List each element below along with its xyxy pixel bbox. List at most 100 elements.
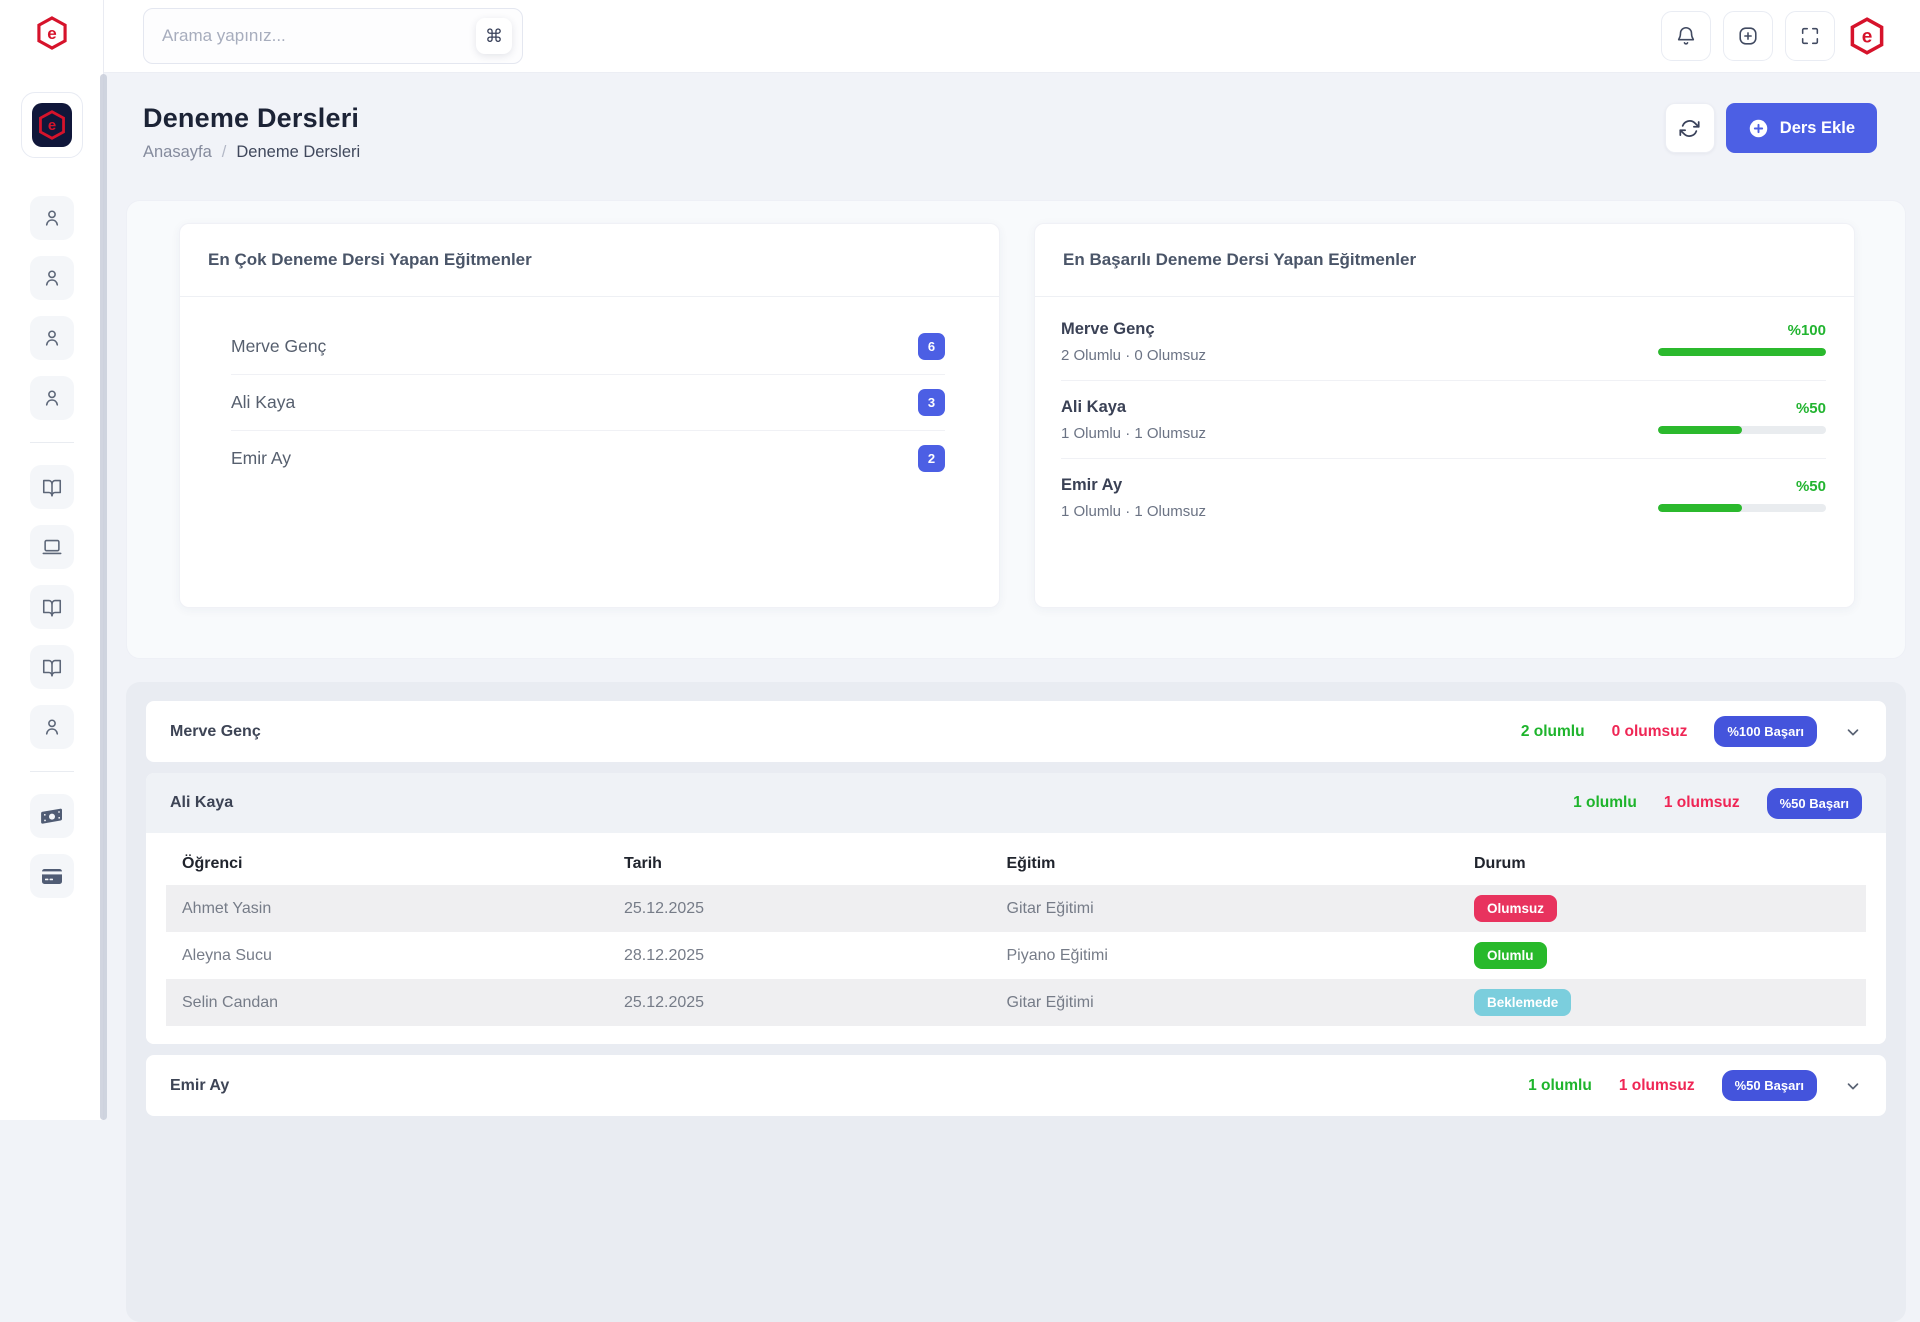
instructor-name: Ali Kaya	[170, 794, 234, 811]
accordion-item-ali: Ali Kaya 1 olumlu 1 olumsuz %50 Başarı Ö…	[146, 773, 1886, 1044]
page-header: Deneme Dersleri Anasayfa / Deneme Dersle…	[143, 103, 1877, 162]
bell-icon	[1677, 27, 1695, 45]
header-actions: Ders Ekle	[1664, 103, 1877, 153]
instructors-accordion: Merve Genç 2 olumlu 0 olumsuz %100 Başar…	[126, 682, 1906, 1322]
student-cell: Selin Candan	[182, 993, 279, 1011]
table-row[interactable]: Aleyna Sucu 28.12.2025 Piyano Eğitimi Ol…	[166, 932, 1866, 979]
instructor-name: Merve Genç	[170, 722, 261, 740]
chevron-down-icon[interactable]	[1844, 723, 1862, 741]
breadcrumb-separator: /	[221, 143, 227, 161]
sidebar-divider	[29, 771, 74, 772]
user-avatar[interactable]: e	[1847, 16, 1887, 56]
sidebar-item-billing[interactable]	[29, 854, 74, 898]
chevron-down-icon[interactable]	[1844, 1077, 1862, 1095]
sidebar-item-courses-1[interactable]	[29, 465, 74, 509]
sidebar-item-courses-2[interactable]	[29, 585, 74, 629]
breadcrumb: Anasayfa / Deneme Dersleri	[143, 143, 360, 162]
negative-count: 1 olumsuz	[1663, 794, 1740, 811]
sidebar-item-user-1[interactable]	[29, 196, 74, 240]
success-rate-badge: %50 Başarı	[1721, 1070, 1817, 1101]
book-icon	[42, 599, 61, 617]
lesson-count-badge: 2	[918, 445, 945, 472]
sidebar-item-user-4[interactable]	[29, 376, 74, 420]
accordion-header-meta: 1 olumlu 1 olumsuz %50 Başarı	[1528, 1070, 1862, 1101]
breadcrumb-home-link[interactable]: Anasayfa	[143, 143, 212, 161]
sidebar-item-courses-3[interactable]	[29, 645, 74, 689]
course-cell: Gitar Eğitimi	[1006, 993, 1094, 1011]
list-item: Merve Genç 6	[231, 319, 945, 374]
accordion-header-meta: 2 olumlu 0 olumsuz %100 Başarı	[1521, 716, 1862, 747]
date-cell: 28.12.2025	[624, 946, 705, 964]
refresh-icon	[1679, 119, 1700, 137]
person-icon	[45, 719, 58, 735]
svg-text:e: e	[47, 24, 56, 43]
status-cell: Olumsuz	[1458, 885, 1866, 932]
sidebar-item-user-2[interactable]	[29, 256, 74, 300]
progress-bar	[1658, 504, 1826, 512]
card-most-successful: En Başarılı Deneme Dersi Yapan Eğitmenle…	[1034, 223, 1855, 608]
page-scrollbar[interactable]	[100, 74, 107, 1120]
accordion-header[interactable]: Merve Genç 2 olumlu 0 olumsuz %100 Başar…	[146, 701, 1886, 762]
sidebar-item-user-3[interactable]	[29, 316, 74, 360]
quick-add-button[interactable]	[1723, 11, 1773, 61]
table-body: Ahmet Yasin 25.12.2025 Gitar Eğitimi Olu…	[166, 885, 1866, 1026]
student-cell: Ahmet Yasin	[182, 899, 272, 917]
instructor-name: Ali Kaya	[231, 392, 296, 412]
instructor-info: Merve Genç 2 Olumlu · 0 Olumsuz	[1061, 320, 1206, 364]
notifications-button[interactable]	[1661, 11, 1711, 61]
instructor-name: Merve Genç	[1061, 320, 1155, 338]
search-box: ⌘	[143, 8, 523, 64]
success-percent: %100	[1787, 322, 1826, 339]
negative-count: 0 olumsuz	[1611, 722, 1688, 740]
page-heading-block: Deneme Dersleri Anasayfa / Deneme Dersle…	[143, 103, 360, 162]
status-cell: Beklemede	[1458, 979, 1866, 1026]
list-item: Merve Genç 2 Olumlu · 0 Olumsuz %100	[1061, 303, 1826, 380]
status-badge: Olumlu	[1474, 942, 1547, 969]
maximize-icon	[1801, 27, 1819, 45]
instructor-name: Merve Genç	[231, 336, 327, 356]
accordion-header[interactable]: Emir Ay 1 olumlu 1 olumsuz %50 Başarı	[146, 1055, 1886, 1116]
sidebar-item-user-5[interactable]	[29, 705, 74, 749]
list-item: Ali Kaya 1 Olumlu · 1 Olumsuz %50	[1061, 380, 1826, 458]
brand-logo-tile-inner: e	[31, 103, 72, 147]
list-item: Emir Ay 2	[231, 430, 945, 486]
table-row[interactable]: Ahmet Yasin 25.12.2025 Gitar Eğitimi Olu…	[166, 885, 1866, 932]
banknote-icon	[40, 808, 62, 824]
accordion-header-meta: 1 olumlu 1 olumsuz %50 Başarı	[1573, 787, 1862, 819]
positive-count: 2 olumlu	[1520, 722, 1585, 740]
square-plus-icon	[1739, 27, 1757, 45]
refresh-button[interactable]	[1664, 103, 1715, 153]
instructor-stats: 1 Olumlu · 1 Olumsuz	[1061, 503, 1207, 520]
laptop-icon	[42, 539, 61, 555]
instructor-stats: 2 Olumlu · 0 Olumsuz	[1061, 347, 1207, 364]
sidebar-divider	[29, 442, 74, 443]
page-title: Deneme Dersleri	[143, 103, 360, 133]
date-cell: 25.12.2025	[624, 993, 705, 1011]
brand-logo-icon: e	[35, 16, 69, 50]
card-most-successful-list: Merve Genç 2 Olumlu · 0 Olumsuz %100 Ali…	[1035, 297, 1854, 536]
progress-bar	[1658, 348, 1826, 356]
search-input[interactable]	[162, 26, 476, 46]
accordion-header[interactable]: Ali Kaya 1 olumlu 1 olumsuz %50 Başarı	[146, 773, 1886, 833]
status-cell: Olumlu	[1458, 932, 1866, 979]
table-row[interactable]: Selin Candan 25.12.2025 Gitar Eğitimi Be…	[166, 979, 1866, 1026]
positive-count: 1 olumlu	[1528, 1076, 1592, 1094]
sidebar-item-payments[interactable]	[29, 794, 74, 838]
brand-logo-tile[interactable]: e	[20, 92, 83, 158]
fullscreen-button[interactable]	[1785, 11, 1835, 61]
book-icon	[42, 659, 61, 677]
card-most-lessons: En Çok Deneme Dersi Yapan Eğitmenler Mer…	[179, 223, 1000, 608]
instructor-info: Emir Ay 1 Olumlu · 1 Olumsuz	[1061, 476, 1206, 520]
add-lesson-button[interactable]: Ders Ekle	[1725, 103, 1877, 153]
column-header-student: Öğrenci	[182, 855, 243, 872]
add-lesson-button-label: Ders Ekle	[1779, 118, 1855, 137]
status-badge: Beklemede	[1474, 989, 1572, 1016]
instructor-name: Emir Ay	[231, 448, 291, 468]
column-header-status: Durum	[1474, 855, 1526, 872]
main-content: Deneme Dersleri Anasayfa / Deneme Dersle…	[104, 73, 1920, 1322]
card-most-lessons-list: Merve Genç 6 Ali Kaya 3 Emir Ay 2	[180, 297, 999, 486]
sidebar-item-online-lessons[interactable]	[29, 525, 74, 569]
person-icon	[45, 270, 58, 286]
accordion-body: Öğrenci Tarih Eğitim Durum Ahmet Yasin 2…	[146, 833, 1886, 1044]
success-rate-badge: %100 Başarı	[1714, 716, 1817, 747]
